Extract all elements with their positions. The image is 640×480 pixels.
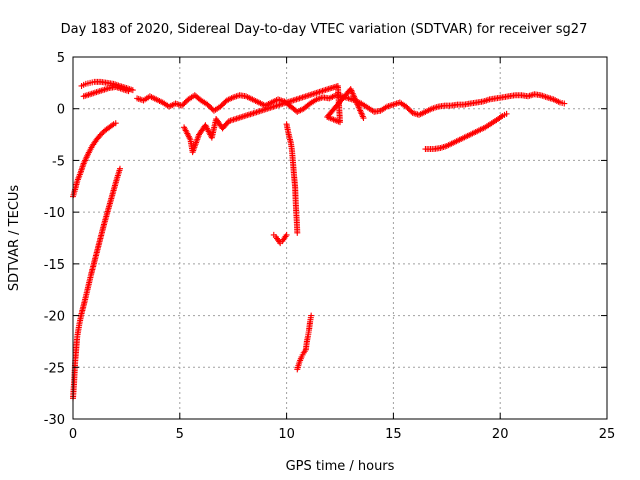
y-tick-label: -10 bbox=[44, 206, 65, 221]
axis-tick-labels: 0 5 10 15 20 25 5 0 -5 -10 -15 -20 -25 -30 bbox=[44, 51, 616, 442]
series-deep-arc bbox=[294, 312, 315, 373]
data-point-marker bbox=[116, 165, 123, 172]
series-upper-arc-2 bbox=[80, 83, 132, 100]
x-tick-label: 20 bbox=[492, 427, 509, 442]
series-dip-9.5h bbox=[270, 231, 290, 247]
series-rising-arc-B bbox=[70, 165, 123, 402]
y-tick-label: -15 bbox=[44, 258, 65, 273]
series-dip-10h bbox=[283, 121, 301, 236]
data-point-marker bbox=[503, 110, 510, 117]
y-tick-label: -30 bbox=[44, 413, 65, 428]
data-point-marker bbox=[112, 120, 119, 127]
plot-frame bbox=[72, 56, 608, 420]
y-tick-label: 0 bbox=[57, 103, 65, 118]
data-point-marker bbox=[283, 231, 290, 238]
data-point-marker bbox=[97, 131, 104, 138]
y-tick-label: -25 bbox=[44, 361, 65, 376]
data-point-marker bbox=[109, 122, 116, 129]
axis-ticks bbox=[72, 56, 608, 420]
x-tick-label: 15 bbox=[385, 427, 402, 442]
y-tick-label: -5 bbox=[52, 154, 65, 169]
data-point-marker bbox=[360, 115, 367, 122]
x-tick-label: 5 bbox=[176, 427, 184, 442]
y-tick-label: -20 bbox=[44, 310, 65, 325]
series-upper-arc bbox=[78, 78, 136, 94]
data-points bbox=[70, 78, 568, 402]
x-axis-label: GPS time / hours bbox=[286, 459, 395, 474]
x-tick-label: 0 bbox=[69, 427, 77, 442]
series-band-scatter bbox=[181, 82, 367, 156]
data-point-marker bbox=[294, 229, 301, 236]
x-tick-label: 25 bbox=[599, 427, 616, 442]
data-point-marker bbox=[125, 88, 132, 95]
series-rising-arc-A bbox=[70, 120, 119, 200]
data-point-marker bbox=[99, 130, 106, 137]
chart-title: Day 183 of 2020, Sidereal Day-to-day VTE… bbox=[61, 22, 588, 37]
data-point-marker bbox=[561, 100, 568, 107]
data-point-marker bbox=[308, 312, 315, 319]
x-tick-label: 10 bbox=[278, 427, 295, 442]
y-tick-label: 5 bbox=[57, 51, 65, 66]
data-point-marker bbox=[497, 113, 504, 120]
series-late-arc bbox=[422, 110, 510, 153]
y-axis-label: SDTVAR / TECUs bbox=[7, 185, 22, 292]
data-point-marker bbox=[129, 87, 136, 94]
